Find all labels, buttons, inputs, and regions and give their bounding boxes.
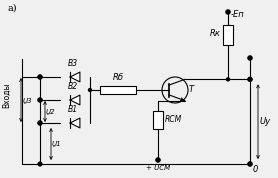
Text: a): a) [8,4,18,13]
Circle shape [38,98,42,102]
Text: B2: B2 [68,82,78,91]
FancyBboxPatch shape [223,25,233,45]
Text: Uу: Uу [260,117,271,126]
Text: 0: 0 [253,165,258,174]
Circle shape [38,121,42,125]
Polygon shape [70,95,80,105]
Circle shape [248,77,252,82]
Text: Ṳ1: Ṳ1 [52,140,62,146]
Text: Входы: Входы [3,82,11,108]
Circle shape [226,10,230,14]
Text: B3: B3 [68,59,78,68]
Polygon shape [70,72,80,82]
Text: B1: B1 [68,105,78,114]
Circle shape [88,88,91,91]
Text: Ṳ3: Ṳ3 [23,97,33,103]
Polygon shape [70,118,80,128]
Circle shape [248,56,252,60]
Circle shape [248,162,252,166]
Text: RСМ: RСМ [165,116,182,124]
Circle shape [249,78,252,81]
FancyBboxPatch shape [100,86,136,94]
Text: Rб: Rб [113,73,123,82]
Circle shape [38,162,42,166]
Text: -Eп: -Eп [231,10,245,19]
Text: Ṳ2: Ṳ2 [46,109,56,114]
FancyBboxPatch shape [153,111,163,129]
Circle shape [227,78,230,81]
Circle shape [38,75,42,79]
Circle shape [156,158,160,162]
Text: T: T [189,85,194,95]
Text: Rк: Rк [210,28,221,38]
Text: + UСМ: + UСМ [146,165,170,171]
